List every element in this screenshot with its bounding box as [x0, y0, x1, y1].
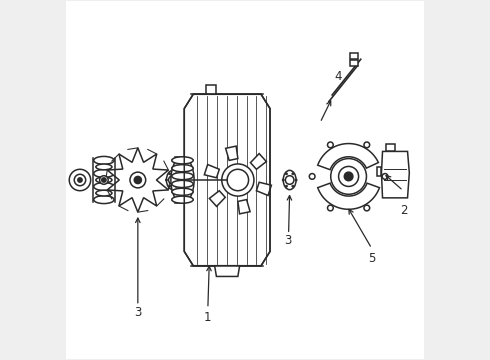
Circle shape — [339, 166, 359, 186]
Text: 3: 3 — [134, 306, 142, 319]
Circle shape — [175, 185, 177, 187]
Circle shape — [331, 158, 367, 194]
Polygon shape — [206, 85, 217, 94]
Circle shape — [282, 179, 284, 181]
Circle shape — [327, 142, 333, 148]
Circle shape — [364, 205, 369, 211]
Circle shape — [227, 169, 248, 191]
Text: 3: 3 — [284, 234, 292, 247]
Circle shape — [165, 179, 168, 181]
Polygon shape — [386, 144, 395, 152]
Circle shape — [178, 179, 180, 181]
Ellipse shape — [172, 172, 193, 180]
Circle shape — [292, 173, 294, 175]
Ellipse shape — [172, 165, 193, 172]
Text: 2: 2 — [400, 204, 408, 217]
Polygon shape — [107, 148, 169, 212]
Text: 1: 1 — [204, 311, 211, 324]
Polygon shape — [256, 182, 271, 195]
Circle shape — [222, 164, 254, 196]
Text: 4: 4 — [334, 70, 342, 83]
Polygon shape — [175, 157, 184, 203]
Ellipse shape — [172, 196, 193, 203]
Polygon shape — [225, 146, 238, 161]
Polygon shape — [350, 60, 358, 66]
Circle shape — [169, 173, 171, 175]
Ellipse shape — [94, 157, 114, 164]
Ellipse shape — [96, 190, 112, 196]
Ellipse shape — [172, 157, 193, 164]
Ellipse shape — [167, 170, 179, 190]
Text: 5: 5 — [368, 252, 375, 265]
Polygon shape — [377, 167, 381, 176]
Circle shape — [295, 179, 297, 181]
Polygon shape — [209, 191, 225, 206]
Circle shape — [327, 205, 333, 211]
Polygon shape — [318, 183, 379, 209]
Circle shape — [292, 185, 294, 187]
Ellipse shape — [283, 170, 296, 190]
Circle shape — [309, 174, 315, 179]
Ellipse shape — [172, 188, 193, 195]
Circle shape — [134, 176, 142, 184]
Circle shape — [69, 169, 91, 191]
Circle shape — [169, 185, 171, 187]
Circle shape — [382, 174, 388, 179]
Circle shape — [175, 173, 177, 175]
Circle shape — [364, 142, 369, 148]
Ellipse shape — [94, 183, 114, 190]
Circle shape — [130, 172, 146, 188]
Polygon shape — [318, 144, 378, 170]
Circle shape — [99, 176, 108, 184]
Ellipse shape — [94, 170, 114, 177]
Circle shape — [285, 176, 294, 184]
Circle shape — [169, 176, 177, 184]
Circle shape — [78, 178, 82, 182]
Ellipse shape — [172, 180, 193, 188]
Ellipse shape — [96, 164, 112, 170]
Ellipse shape — [94, 196, 114, 203]
Ellipse shape — [96, 177, 112, 183]
Polygon shape — [204, 165, 220, 178]
Circle shape — [344, 172, 353, 181]
Polygon shape — [250, 154, 267, 169]
Polygon shape — [350, 53, 358, 59]
Circle shape — [74, 174, 86, 186]
Polygon shape — [215, 266, 240, 276]
Circle shape — [285, 173, 288, 175]
Circle shape — [285, 185, 288, 187]
Polygon shape — [238, 199, 250, 214]
Ellipse shape — [171, 157, 194, 203]
Polygon shape — [381, 152, 409, 198]
Polygon shape — [184, 94, 270, 266]
Circle shape — [102, 178, 106, 182]
